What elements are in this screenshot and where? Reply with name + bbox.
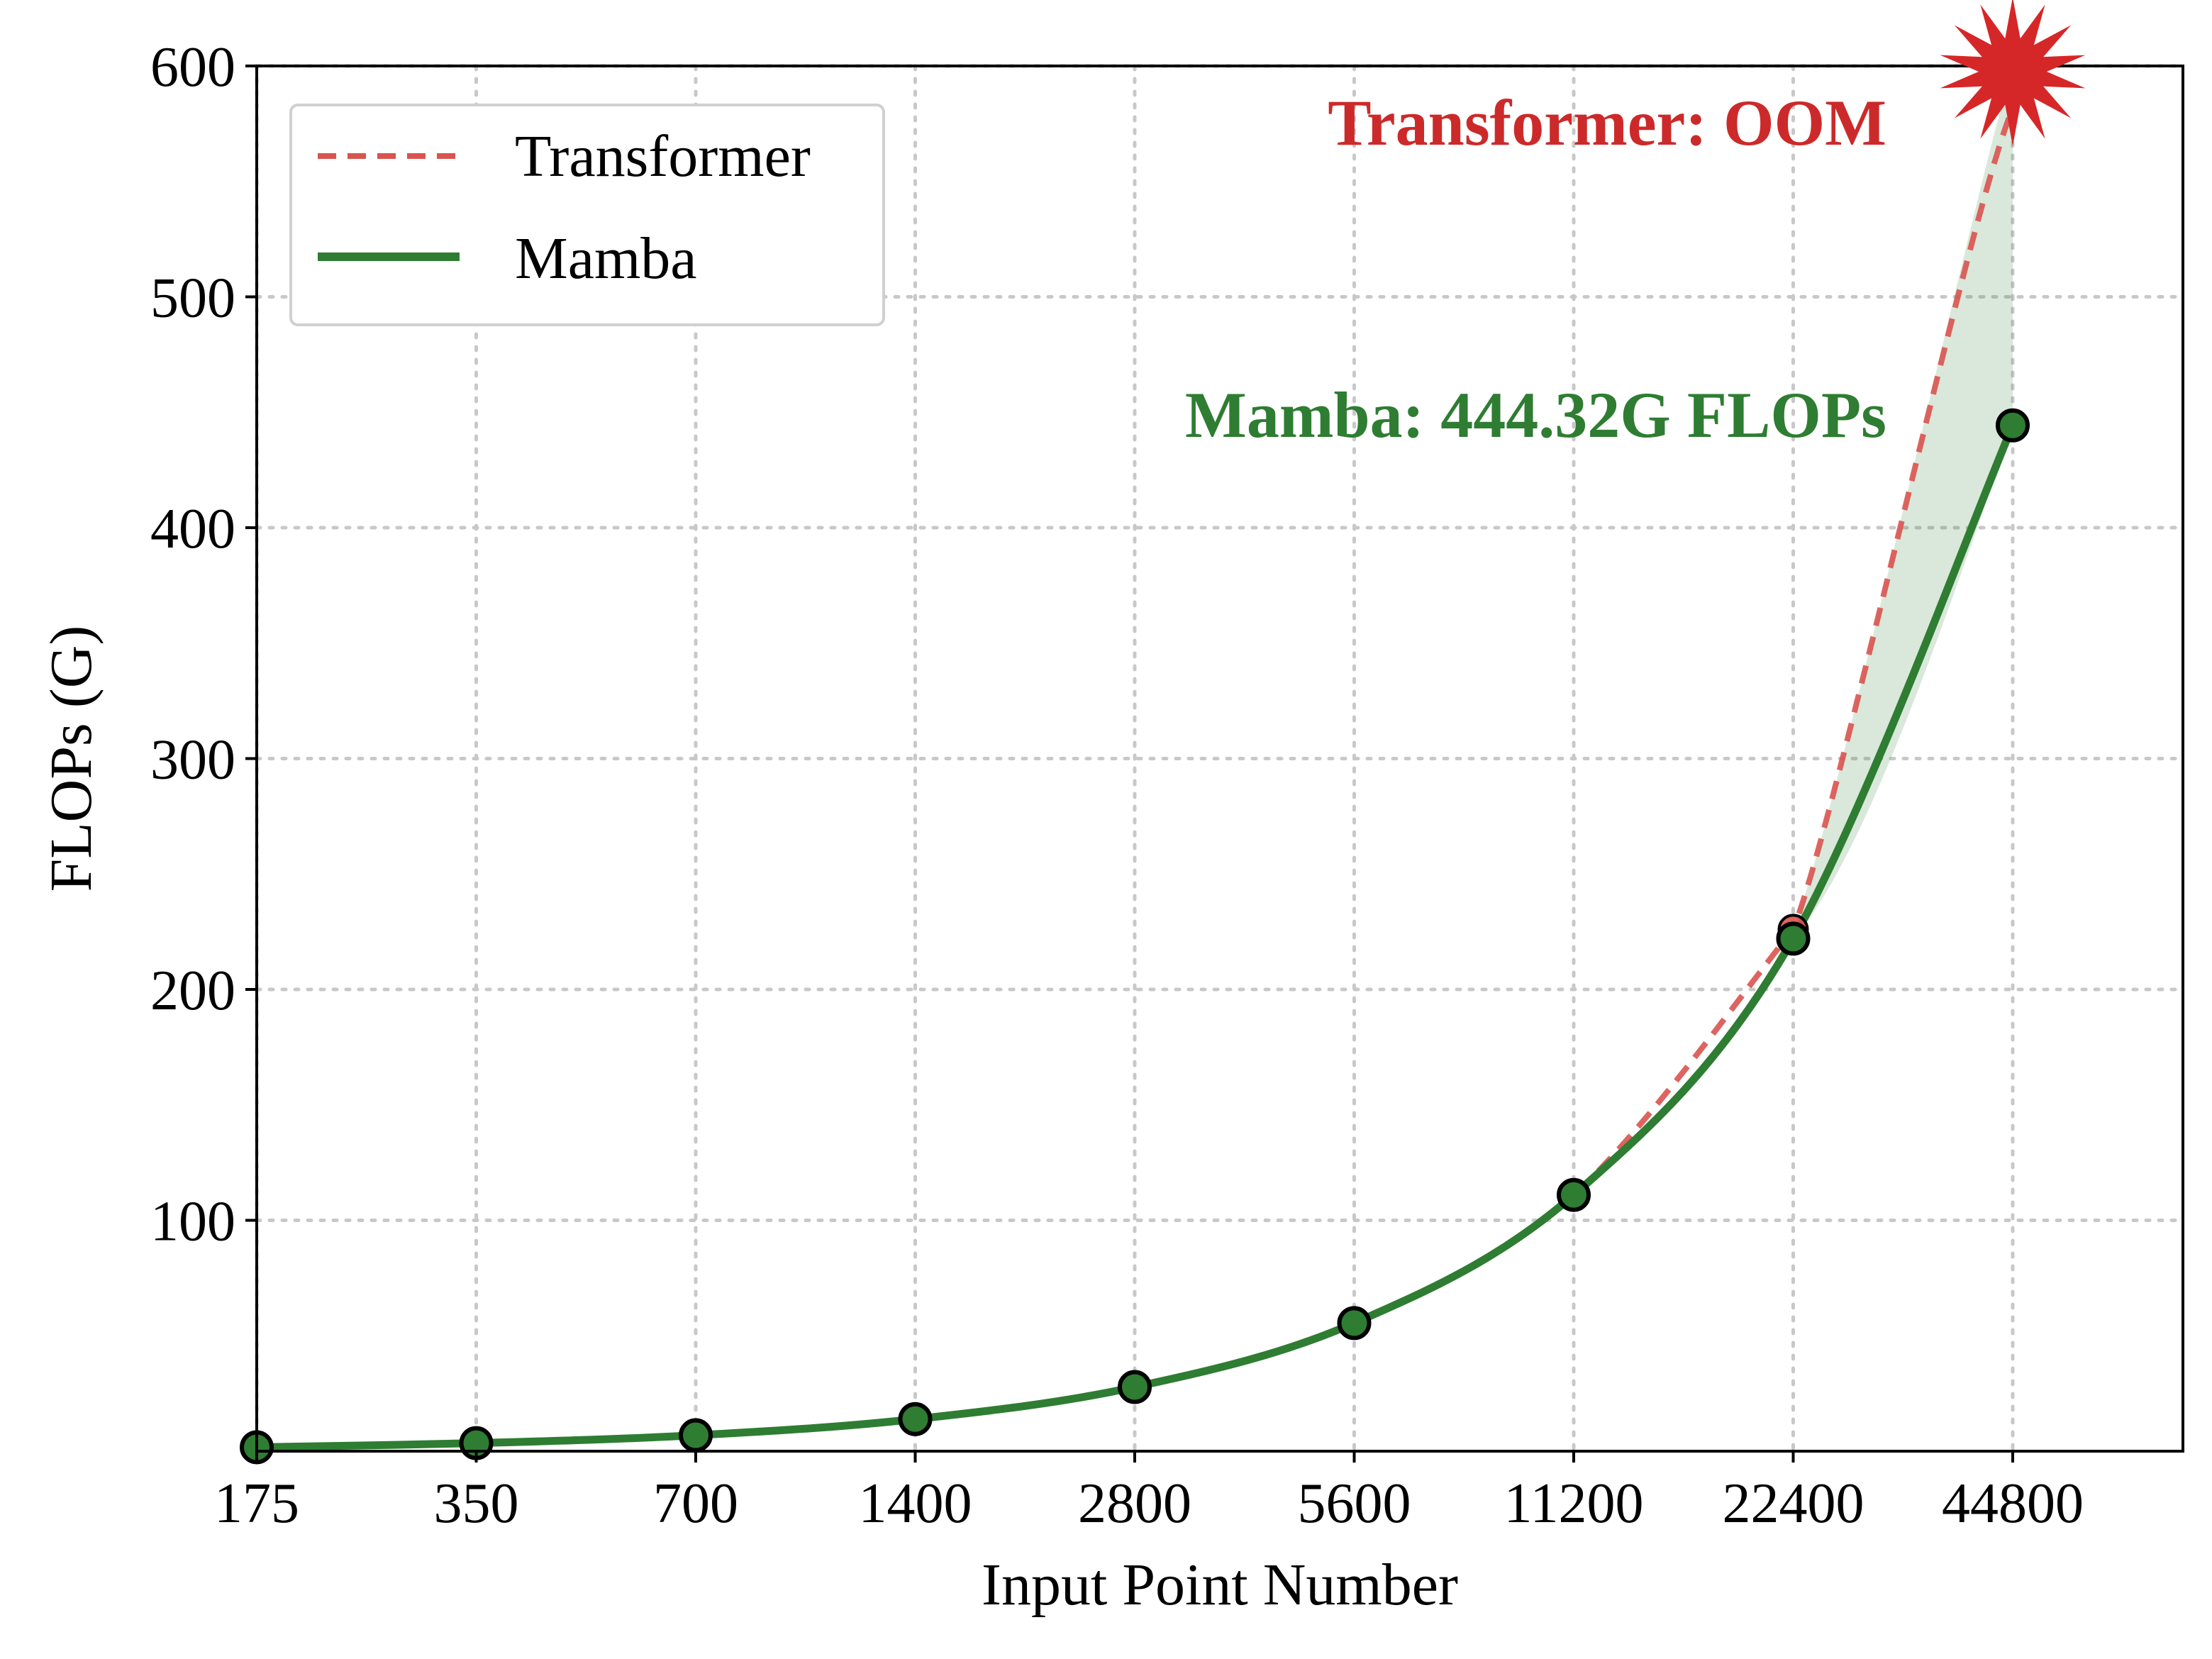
point-mamba-700 — [679, 1418, 713, 1453]
x-tick-label-11200: 11200 — [1504, 1472, 1643, 1535]
y-tick-label-200: 200 — [150, 960, 235, 1022]
legend: Transformer Mamba — [289, 104, 885, 326]
y-tick-label-600: 600 — [150, 36, 235, 99]
y-axis-ticks: 100 200 300 400 500 600 — [150, 36, 257, 1253]
legend-label-transformer: Transformer — [515, 123, 811, 189]
x-tick-label-2800: 2800 — [1078, 1472, 1191, 1535]
y-tick-label-500: 500 — [150, 267, 235, 330]
x-tick-label-700: 700 — [653, 1472, 738, 1535]
x-tick-label-44800: 44800 — [1942, 1472, 2084, 1535]
oom-burst-icon — [1940, 0, 2086, 146]
annotation-mamba-flops: Mamba: 444.32G FLOPs — [1185, 379, 1886, 451]
y-tick-label-100: 100 — [150, 1191, 235, 1253]
y-axis-label: FLOPs (G) — [38, 626, 104, 892]
y-tick-label-400: 400 — [150, 498, 235, 560]
x-axis-ticks: 175 350 700 1400 2800 5600 11200 22400 44800 — [214, 1451, 2084, 1535]
point-mamba-2800 — [1118, 1370, 1152, 1404]
legend-label-mamba: Mamba — [515, 226, 697, 292]
point-mamba-44800 — [1996, 408, 2030, 443]
x-tick-label-1400: 1400 — [859, 1472, 972, 1535]
annotation-transformer-oom: Transformer: OOM — [1328, 87, 1886, 159]
x-tick-label-175: 175 — [214, 1472, 299, 1535]
x-axis-label: Input Point Number — [982, 1552, 1458, 1618]
legend-box — [289, 104, 885, 326]
point-mamba-22400 — [1776, 921, 1811, 956]
fill-between-region — [1793, 66, 2013, 939]
point-mamba-5600 — [1337, 1306, 1372, 1341]
x-tick-label-5600: 5600 — [1298, 1472, 1411, 1535]
point-mamba-11200 — [1557, 1177, 1591, 1212]
y-tick-label-300: 300 — [150, 729, 235, 792]
x-tick-label-350: 350 — [434, 1472, 519, 1535]
fill-between-area — [1793, 66, 2013, 939]
x-tick-label-22400: 22400 — [1723, 1472, 1864, 1535]
point-mamba-1400 — [898, 1402, 933, 1436]
